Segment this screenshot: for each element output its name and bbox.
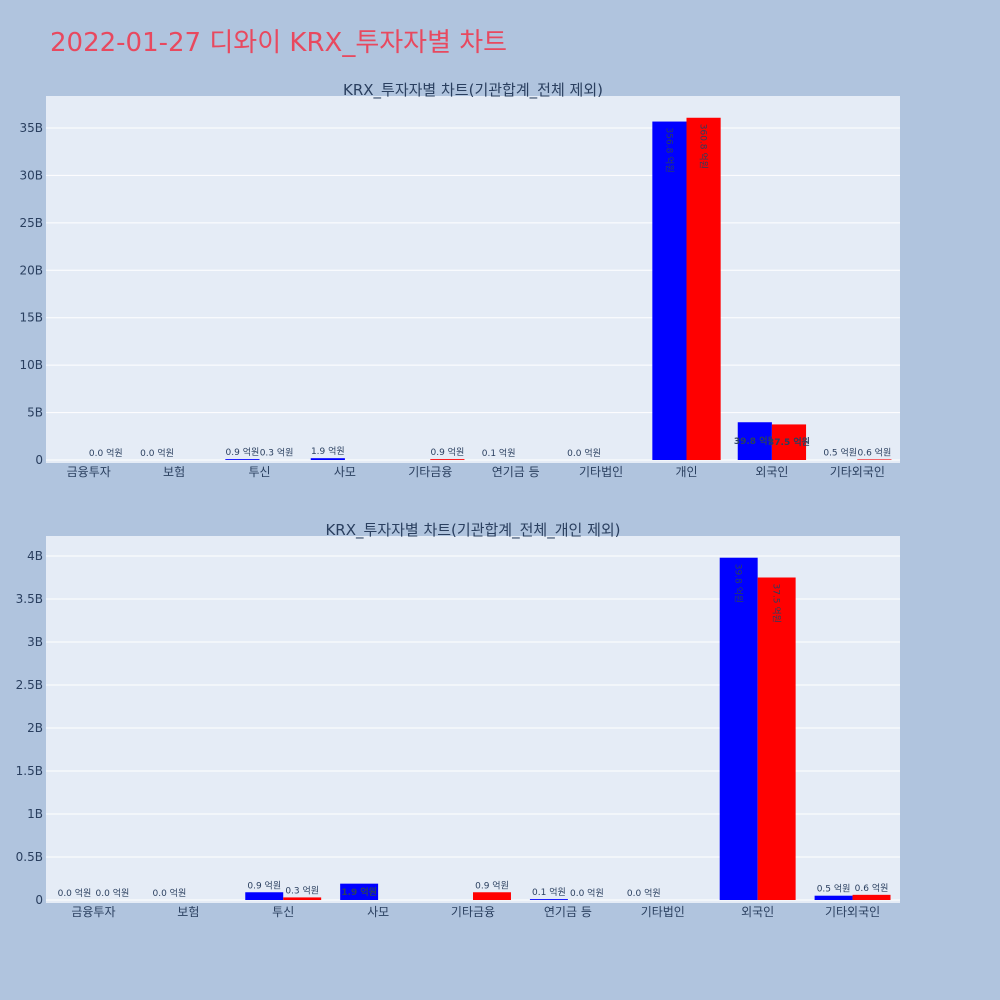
data-label: 39.8 억원 (733, 564, 745, 603)
data-label: 0.0 억원 (152, 887, 186, 899)
data-label: 0.9 억원 (475, 879, 509, 891)
x-tick-label: 기타외국인 (830, 465, 885, 479)
x-tick-label: 외국인 (755, 465, 788, 479)
bar-sell (857, 459, 892, 460)
x-tick-label: 보험 (163, 465, 185, 479)
data-label: 0.0 억원 (140, 447, 174, 459)
page-title: 2022-01-27 디와이 KRX_투자자별 차트 (50, 28, 508, 58)
y-tick-label: 2.5B (16, 678, 43, 692)
x-tick-label: 기타법인 (579, 465, 623, 479)
y-tick-label: 2B (27, 721, 43, 735)
bar-sell (852, 894, 891, 900)
x-tick-label: 금융투자 (67, 465, 111, 479)
bar-buy (737, 422, 772, 460)
plot-area (46, 96, 900, 463)
data-label: 0.3 억원 (285, 884, 319, 896)
x-tick-label: 기타법인 (641, 905, 685, 919)
data-label: 356.8 억원 (663, 128, 675, 173)
bar-sell (686, 117, 721, 460)
data-label: 0.9 억원 (431, 446, 465, 458)
data-label: 0.5 억원 (817, 883, 851, 895)
bar-buy (529, 899, 568, 900)
bar-buy (310, 458, 345, 460)
y-tick-label: 1B (27, 807, 43, 821)
y-tick-label: 30B (19, 168, 43, 182)
x-tick-label: 연기금 등 (544, 905, 592, 919)
x-tick-label: 기타금융 (408, 465, 452, 479)
data-label: 0.3 억원 (260, 447, 294, 459)
y-tick-label: 3.5B (16, 592, 43, 606)
data-label: 0.0 억원 (96, 887, 130, 899)
x-tick-label: 투신 (248, 465, 270, 479)
y-tick-label: 35B (19, 121, 43, 135)
data-label: 1.9 억원 (341, 886, 377, 898)
x-tick-label: 투신 (272, 905, 294, 919)
x-tick-label: 사모 (367, 905, 389, 919)
x-tick-label: 개인 (675, 465, 697, 479)
data-label: 39.8 억원 (734, 435, 776, 447)
data-label: 0.6 억원 (855, 882, 889, 894)
data-label: 0.0 억원 (567, 447, 601, 459)
x-tick-label: 기타외국인 (825, 905, 880, 919)
y-tick-label: 5B (27, 406, 43, 420)
x-tick-label: 금융투자 (71, 905, 115, 919)
y-tick-label: 10B (19, 358, 43, 372)
bar-sell (283, 897, 322, 900)
data-label: 360.8 억원 (697, 124, 709, 169)
data-label: 0.5 억원 (823, 447, 857, 459)
data-label: 37.5 억원 (768, 436, 810, 448)
data-label: 0.0 억원 (89, 447, 123, 459)
data-label: 0.0 억원 (570, 887, 604, 899)
y-tick-label: 1.5B (16, 764, 43, 778)
data-label: 0.9 억원 (226, 446, 260, 458)
y-tick-label: 0 (35, 893, 43, 907)
bar-sell (771, 424, 807, 460)
y-tick-label: 20B (19, 263, 43, 277)
chart-title: KRX_투자자별 차트(기관합계_전체 제외) (343, 81, 603, 100)
bar-buy (719, 557, 758, 900)
x-tick-label: 기타금융 (451, 905, 495, 919)
chart-title: KRX_투자자별 차트(기관합계_전체_개인 제외) (325, 521, 620, 540)
data-label: 0.1 억원 (482, 447, 516, 459)
bar-sell (757, 577, 796, 900)
data-label: 37.5 억원 (770, 584, 782, 623)
y-tick-label: 15B (19, 311, 43, 325)
y-tick-label: 0 (35, 453, 43, 467)
data-label: 0.9 억원 (247, 879, 281, 891)
data-label: 0.6 억원 (858, 446, 892, 458)
y-tick-label: 0.5B (16, 850, 43, 864)
bar-buy (652, 121, 687, 460)
data-label: 1.9 억원 (311, 445, 345, 457)
data-label: 0.0 억원 (627, 887, 661, 899)
x-tick-label: 사모 (334, 465, 356, 479)
bar-buy (340, 883, 379, 900)
y-tick-label: 25B (19, 216, 43, 230)
bar-buy (225, 459, 260, 460)
bar-buy (814, 895, 853, 900)
data-label: 0.1 억원 (532, 886, 566, 898)
x-tick-label: 연기금 등 (492, 465, 540, 479)
bar-sell (430, 459, 465, 460)
bar-sell (473, 892, 511, 900)
x-tick-label: 외국인 (741, 905, 774, 919)
x-tick-label: 보험 (177, 905, 199, 919)
y-tick-label: 3B (27, 635, 43, 649)
bar-buy (245, 892, 284, 900)
y-tick-label: 4B (27, 549, 43, 563)
data-label: 0.0 억원 (58, 887, 92, 899)
